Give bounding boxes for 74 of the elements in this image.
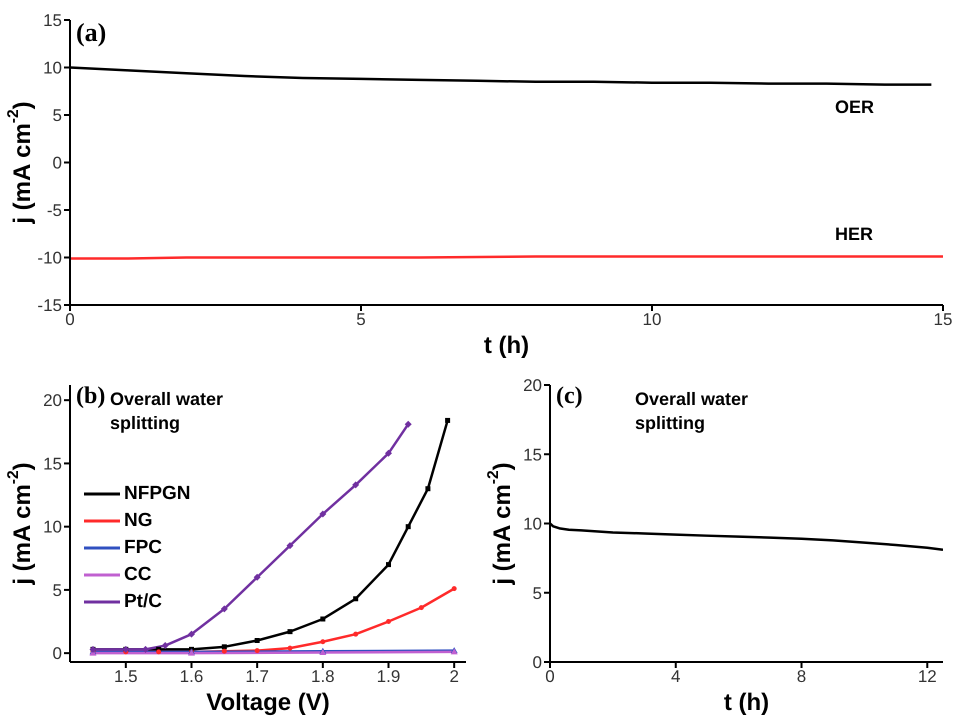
annotation: Overall water splitting <box>110 388 224 435</box>
x-tick-label: 1.5 <box>114 667 138 686</box>
x-tick-label: 1.7 <box>245 667 269 686</box>
point <box>320 639 326 644</box>
y-tick-label: 15 <box>523 445 542 464</box>
y-tick-label: 0 <box>52 644 62 664</box>
annotation: Overall water splitting <box>635 388 750 435</box>
y-tick-label: 20 <box>43 391 62 410</box>
x-tick-label: 1.9 <box>376 667 400 686</box>
point <box>353 632 358 637</box>
x-tick-label: 1.6 <box>180 667 204 686</box>
y-tick-label: 10 <box>43 58 62 78</box>
point <box>286 542 294 550</box>
legend-label: Pt/C <box>124 590 162 614</box>
y-tick-label: -10 <box>37 248 62 268</box>
point <box>288 629 292 634</box>
point <box>386 562 392 568</box>
point <box>452 586 457 592</box>
point <box>288 646 292 651</box>
point <box>220 605 228 612</box>
x-axis-title: Voltage (V) <box>206 689 330 716</box>
point <box>222 648 227 654</box>
point <box>352 481 360 488</box>
point <box>162 642 169 650</box>
x-tick-label: 2 <box>449 667 459 686</box>
point <box>353 596 358 602</box>
chart-title: (c) <box>556 383 583 410</box>
point <box>386 619 392 624</box>
x-tick-label: 4 <box>671 667 680 686</box>
x-axis-title: t (h) <box>724 689 770 716</box>
point <box>445 418 450 423</box>
point <box>404 420 412 428</box>
point <box>188 630 195 638</box>
y-tick-label: -5 <box>46 201 62 220</box>
y-tick-label: 15 <box>43 11 62 30</box>
x-tick-label: 0 <box>65 310 75 330</box>
point <box>222 644 227 650</box>
point <box>320 616 326 622</box>
x-tick-label: 0 <box>545 667 555 686</box>
legend-label: NG <box>124 509 152 533</box>
x-tick-label: 1.8 <box>311 667 335 686</box>
point <box>385 450 392 457</box>
chart-title: (b) <box>76 383 106 410</box>
x-axis-title: t (h) <box>484 332 530 359</box>
legend-label: FPC <box>124 536 162 560</box>
point <box>319 510 326 518</box>
chart-title: (a) <box>76 18 106 48</box>
point <box>156 649 162 654</box>
y-tick-label: 0 <box>52 154 62 173</box>
y-tick-label: 15 <box>43 454 62 474</box>
y-tick-label: 10 <box>523 514 542 534</box>
y-tick-label: 0 <box>532 653 542 672</box>
point <box>406 524 411 530</box>
x-tick-label: 10 <box>642 310 662 330</box>
y-tick-label: 5 <box>532 584 542 603</box>
x-tick-label: 5 <box>356 310 366 330</box>
x-tick-label: 8 <box>796 667 806 686</box>
x-tick-label: 12 <box>918 667 937 686</box>
annotation: HER <box>835 223 874 246</box>
point <box>254 574 261 581</box>
y-tick-label: 5 <box>52 580 62 600</box>
y-tick-label: 5 <box>52 106 62 126</box>
point <box>254 648 260 654</box>
legend-label: NFPGN <box>124 482 190 506</box>
legend-label: CC <box>124 563 152 587</box>
point <box>254 638 260 643</box>
annotation: OER <box>835 96 876 119</box>
y-tick-label: -15 <box>37 296 62 316</box>
y-tick-label: 10 <box>43 518 62 537</box>
x-tick-label: 15 <box>934 310 952 330</box>
point <box>425 486 430 492</box>
point <box>418 605 424 610</box>
y-tick-label: 20 <box>523 376 542 396</box>
point <box>142 646 150 653</box>
